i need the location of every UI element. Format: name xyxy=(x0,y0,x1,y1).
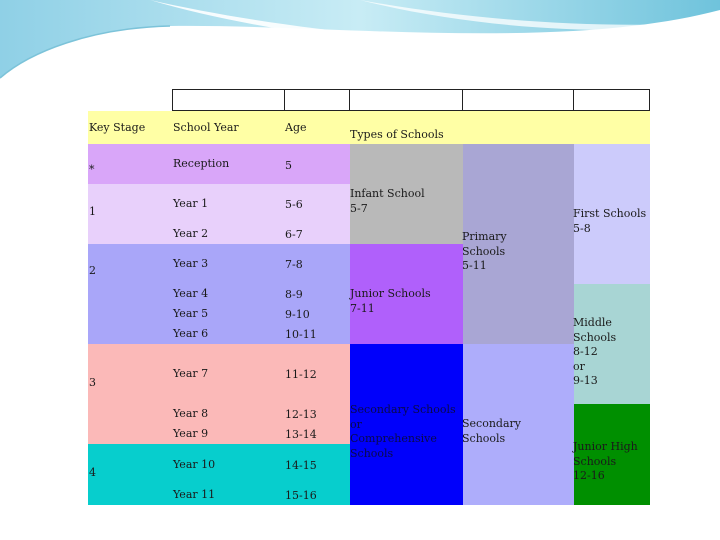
junior-schools-label: Junior Schools 7-11 xyxy=(350,287,431,315)
school-year-cell: Year 5 xyxy=(173,307,209,320)
age-cell: 6-7 xyxy=(285,228,303,241)
school-year-cell: Year 9 xyxy=(173,427,209,440)
age-cell: 13-14 xyxy=(285,428,317,441)
header-school-year: School Year xyxy=(173,121,239,134)
header-cell-blank-3 xyxy=(350,89,463,111)
primary-schools-label: Primary Schools 5-11 xyxy=(462,230,507,272)
school-year-cell: Year 2 xyxy=(173,227,209,240)
secondary-schools-label: Secondary Schools xyxy=(462,417,521,445)
key-stage-label: * xyxy=(89,163,95,176)
age-cell: 5-6 xyxy=(285,198,303,211)
key-stage-label: 1 xyxy=(89,205,96,218)
age-cell: 5 xyxy=(285,159,292,172)
first-schools-label: First Schools 5-8 xyxy=(573,207,647,235)
school-year-cell: Year 8 xyxy=(173,407,209,420)
secondary-schools-block xyxy=(463,344,574,505)
school-year-cell: Year 10 xyxy=(173,458,216,471)
header-cell-blank-5 xyxy=(574,89,650,111)
band-key-stage-3 xyxy=(88,344,350,444)
age-cell: 9-10 xyxy=(285,308,310,321)
secondary-modern-block xyxy=(350,344,463,505)
key-stage-label: 2 xyxy=(89,264,96,277)
age-cell: 14-15 xyxy=(285,459,317,472)
header-age: Age xyxy=(285,121,307,134)
band-key-stage-2 xyxy=(88,244,350,344)
primary-schools-block xyxy=(463,144,574,344)
school-year-cell: Year 11 xyxy=(173,488,216,501)
band-key-stage-4 xyxy=(88,444,350,505)
header-row xyxy=(88,111,650,144)
school-year-cell: Year 4 xyxy=(173,287,209,300)
age-cell: 12-13 xyxy=(285,408,317,421)
school-year-cell: Reception xyxy=(173,157,230,170)
school-year-cell: Year 6 xyxy=(173,327,209,340)
age-cell: 7-8 xyxy=(285,258,303,271)
school-year-cell: Year 3 xyxy=(173,257,209,270)
header-cell-blank-1 xyxy=(172,89,285,111)
junior-schools-block xyxy=(350,244,463,344)
age-cell: 11-12 xyxy=(285,368,317,381)
age-cell: 15-16 xyxy=(285,489,317,502)
middle-schools-block xyxy=(574,284,650,404)
header-cell-blank-4 xyxy=(463,89,574,111)
school-year-cell: Year 1 xyxy=(173,197,209,210)
infant-school-label: Infant School 5-7 xyxy=(350,187,425,215)
secondary-comprehensive-label: Secondary Schools or Comprehensive Schoo… xyxy=(350,403,456,460)
middle-schools-label: Middle Schools 8-12 or 9-13 xyxy=(573,316,617,387)
age-cell: 10-11 xyxy=(285,328,317,341)
key-stage-label: 3 xyxy=(89,376,96,389)
key-stage-label: 4 xyxy=(89,466,96,479)
band-key-stage-foundation xyxy=(88,144,350,184)
infant-school-block xyxy=(350,144,463,244)
header-cell-blank-2 xyxy=(285,89,350,111)
header-key-stage: Key Stage xyxy=(89,121,146,134)
header-wave-banner xyxy=(0,0,720,79)
header-types-of-schools: Types of Schools xyxy=(350,128,444,141)
band-key-stage-1 xyxy=(88,184,350,244)
junior-high-schools-label: Junior High Schools 12-16 xyxy=(573,440,638,482)
first-schools-block xyxy=(574,144,650,284)
school-year-cell: Year 7 xyxy=(173,367,209,380)
age-cell: 8-9 xyxy=(285,288,303,301)
junior-high-schools-block xyxy=(574,404,650,505)
